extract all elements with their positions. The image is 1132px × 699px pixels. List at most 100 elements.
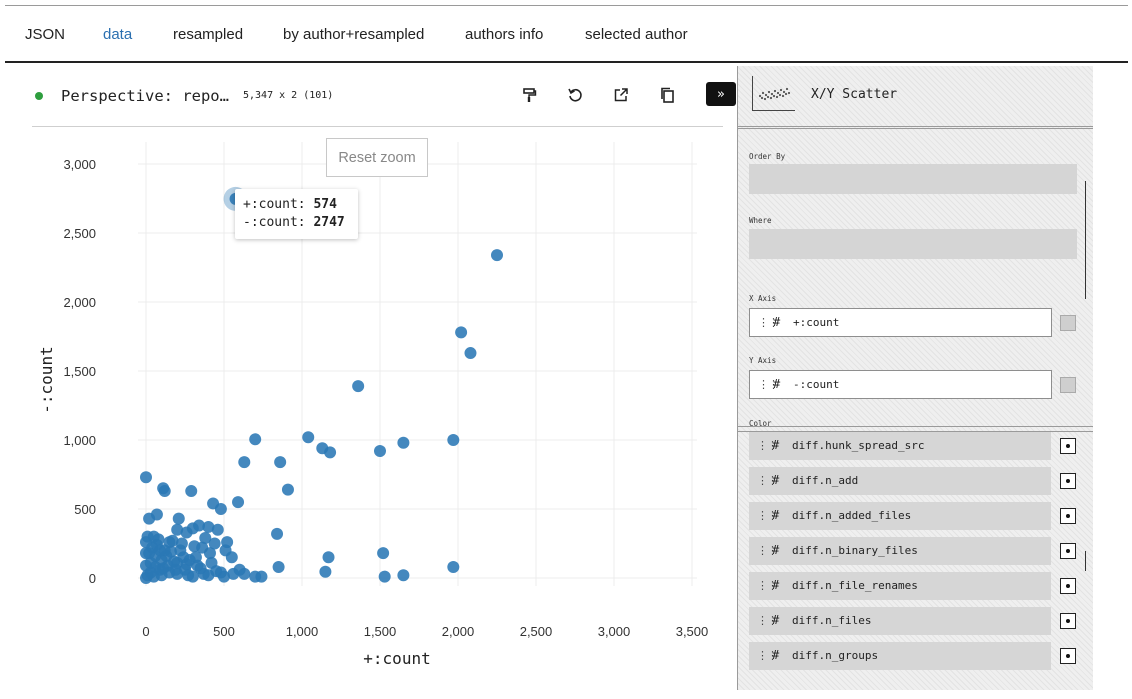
data-point[interactable] bbox=[171, 523, 184, 536]
data-point[interactable] bbox=[447, 434, 460, 446]
data-point[interactable] bbox=[249, 433, 262, 446]
data-point[interactable] bbox=[238, 456, 251, 469]
order-by-dropzone[interactable] bbox=[749, 164, 1077, 194]
column-active-checkbox[interactable] bbox=[1060, 473, 1076, 489]
data-point[interactable] bbox=[324, 446, 337, 459]
tab-selected-author[interactable]: selected author bbox=[585, 26, 688, 43]
panel-splitter[interactable] bbox=[738, 426, 1093, 432]
column-active-checkbox[interactable] bbox=[1060, 543, 1076, 559]
y-axis-field[interactable]: ⋮⋮ # -:count bbox=[749, 370, 1052, 399]
column-active-checkbox[interactable] bbox=[1060, 438, 1076, 454]
data-point[interactable] bbox=[205, 556, 218, 569]
toggle-settings-button[interactable]: » bbox=[706, 82, 736, 106]
data-point[interactable] bbox=[157, 562, 170, 575]
data-point[interactable] bbox=[352, 380, 365, 393]
tab-data[interactable]: data bbox=[103, 26, 133, 43]
data-point[interactable] bbox=[377, 547, 390, 560]
data-point[interactable] bbox=[281, 483, 294, 496]
data-point[interactable] bbox=[182, 569, 195, 582]
drag-handle-icon[interactable]: ⋮⋮ bbox=[757, 509, 778, 522]
column-active-checkbox[interactable] bbox=[1060, 648, 1076, 664]
copy-icon[interactable] bbox=[656, 84, 678, 106]
data-point[interactable] bbox=[397, 436, 410, 449]
drag-handle-icon[interactable]: ⋮⋮ bbox=[757, 614, 778, 627]
column-item[interactable]: ⋮⋮ # diff.n_added_files bbox=[749, 502, 1051, 530]
data-point[interactable] bbox=[214, 503, 227, 515]
data-point[interactable] bbox=[203, 547, 216, 560]
data-point[interactable] bbox=[140, 559, 152, 572]
reset-zoom-button[interactable]: Reset zoom bbox=[326, 138, 428, 177]
data-point[interactable] bbox=[150, 508, 163, 521]
data-point[interactable] bbox=[166, 534, 179, 547]
data-point[interactable] bbox=[319, 565, 332, 578]
data-point[interactable] bbox=[274, 456, 287, 469]
data-point[interactable] bbox=[158, 485, 171, 498]
data-point[interactable] bbox=[491, 249, 503, 262]
data-point[interactable] bbox=[188, 540, 201, 553]
data-point[interactable] bbox=[271, 527, 284, 540]
data-point[interactable] bbox=[186, 522, 199, 535]
drag-handle-icon[interactable]: ⋮⋮ bbox=[758, 378, 779, 391]
drag-handle-icon[interactable]: ⋮⋮ bbox=[757, 474, 778, 487]
paint-format-icon[interactable] bbox=[518, 84, 540, 106]
data-point[interactable] bbox=[140, 547, 152, 560]
column-active-checkbox[interactable] bbox=[1060, 613, 1076, 629]
column-active-checkbox[interactable] bbox=[1060, 578, 1076, 594]
reset-icon[interactable] bbox=[564, 84, 586, 106]
data-point[interactable] bbox=[219, 544, 232, 557]
data-point[interactable] bbox=[464, 347, 477, 360]
x-axis-field[interactable]: ⋮⋮ # +:count bbox=[749, 308, 1052, 337]
data-point[interactable] bbox=[455, 326, 468, 339]
data-point[interactable] bbox=[232, 496, 245, 509]
data-point[interactable] bbox=[378, 570, 391, 583]
data-point[interactable] bbox=[180, 558, 193, 571]
drag-handle-icon[interactable]: ⋮⋮ bbox=[758, 316, 779, 329]
data-point[interactable] bbox=[214, 566, 227, 579]
data-point[interactable] bbox=[255, 570, 268, 583]
column-item[interactable]: ⋮⋮ # diff.n_groups bbox=[749, 642, 1051, 670]
drag-handle-icon[interactable]: ⋮⋮ bbox=[757, 439, 778, 452]
column-item[interactable]: ⋮⋮ # diff.hunk_spread_src bbox=[749, 432, 1051, 460]
drag-handle-icon[interactable]: ⋮⋮ bbox=[757, 649, 778, 662]
plugin-selector[interactable]: X/Y Scatter bbox=[738, 66, 1093, 129]
data-point[interactable] bbox=[233, 563, 246, 576]
data-point[interactable] bbox=[272, 560, 285, 573]
data-point[interactable] bbox=[208, 537, 221, 550]
x-axis-toggle[interactable] bbox=[1060, 315, 1076, 331]
data-point[interactable] bbox=[154, 544, 167, 557]
tab-authors-info[interactable]: authors info bbox=[465, 26, 544, 43]
data-point[interactable] bbox=[147, 530, 160, 543]
column-item[interactable]: ⋮⋮ # diff.n_files bbox=[749, 607, 1051, 635]
tab-json[interactable]: JSON bbox=[25, 26, 66, 43]
drag-handle-icon[interactable]: ⋮⋮ bbox=[757, 579, 778, 592]
drag-handle-icon[interactable]: ⋮⋮ bbox=[757, 544, 778, 557]
data-point[interactable] bbox=[172, 512, 185, 525]
data-point[interactable] bbox=[199, 531, 212, 544]
data-point[interactable] bbox=[447, 560, 460, 573]
data-point[interactable] bbox=[191, 559, 204, 572]
data-point[interactable] bbox=[197, 567, 210, 580]
data-point[interactable] bbox=[397, 569, 410, 582]
tab-resampled[interactable]: resampled bbox=[173, 26, 244, 43]
y-axis-toggle[interactable] bbox=[1060, 377, 1076, 393]
data-point[interactable] bbox=[202, 520, 215, 533]
export-icon[interactable] bbox=[610, 84, 632, 106]
data-point[interactable] bbox=[174, 544, 187, 557]
scatter-chart[interactable]: 0 500 1,000 1,500 2,000 2,500 3,000 3,500 0 500 1,… bbox=[5, 62, 735, 699]
tab-by-author-resampled[interactable]: by author+resampled bbox=[283, 26, 425, 43]
column-active-checkbox[interactable] bbox=[1060, 508, 1076, 524]
data-point[interactable] bbox=[169, 563, 182, 576]
data-point[interactable] bbox=[322, 551, 335, 564]
where-dropzone[interactable] bbox=[749, 229, 1077, 259]
data-point[interactable] bbox=[211, 523, 224, 536]
column-item[interactable]: ⋮⋮ # diff.n_add bbox=[749, 467, 1051, 495]
data-point[interactable] bbox=[140, 471, 152, 484]
scrollbar[interactable] bbox=[1085, 181, 1086, 299]
column-item[interactable]: ⋮⋮ # diff.n_file_renames bbox=[749, 572, 1051, 600]
view-title[interactable]: Perspective: repo… bbox=[61, 87, 229, 105]
data-point[interactable] bbox=[302, 431, 315, 444]
data-point[interactable] bbox=[185, 485, 198, 498]
data-point[interactable] bbox=[374, 445, 386, 458]
column-item[interactable]: ⋮⋮ # diff.n_binary_files bbox=[749, 537, 1051, 565]
scrollbar[interactable] bbox=[1085, 551, 1086, 571]
